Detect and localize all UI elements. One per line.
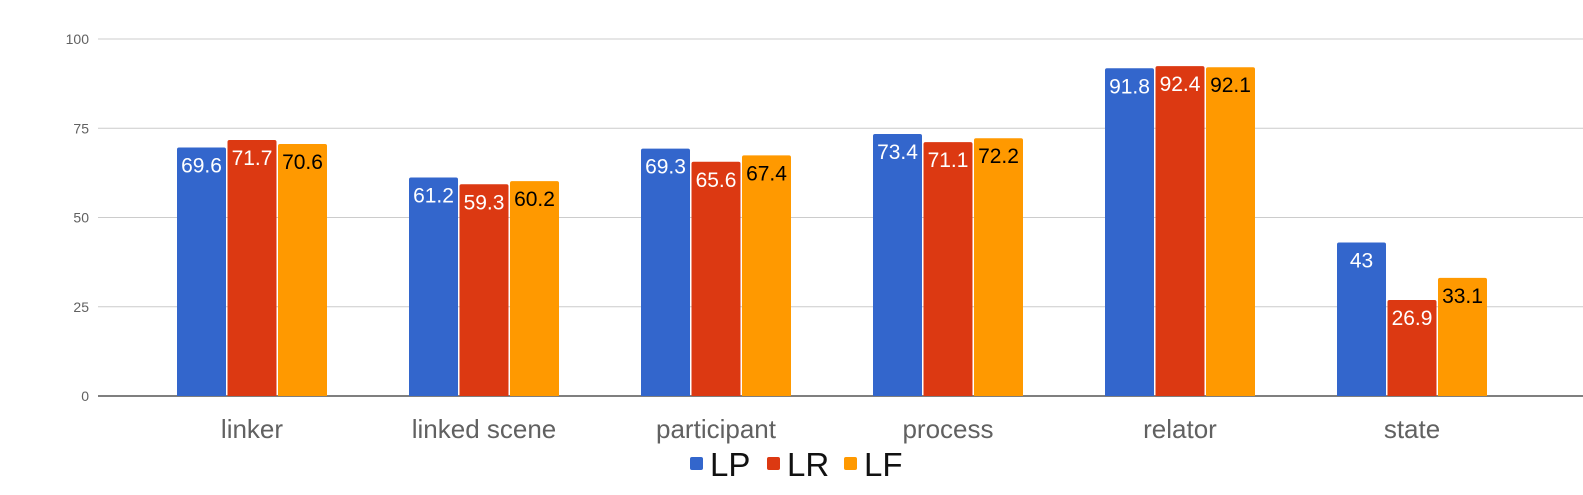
legend-swatch-lf	[844, 457, 857, 470]
data-label: 72.2	[978, 145, 1019, 168]
bar-lf-linked-scene	[510, 181, 559, 396]
bar-lf-state	[1438, 277, 1487, 396]
legend-label-lp: LP	[710, 446, 750, 483]
bar-lp-linker	[177, 147, 226, 396]
data-labels: 69.6 71.7 70.6 61.2 59.3 60.2 69.3 65.6 67.4 73.4…	[181, 73, 1483, 330]
bar-lf-participant	[742, 155, 791, 396]
legend-label-lr: LR	[787, 446, 829, 483]
data-label: 92.4	[1160, 73, 1201, 96]
data-label: 91.8	[1109, 75, 1150, 98]
x-category-label: relator	[1143, 414, 1217, 444]
y-axis-ticks: 0 25 50 75 100	[66, 31, 90, 404]
data-label: 60.2	[514, 188, 555, 211]
bar-lp-state	[1337, 242, 1386, 396]
y-tick-label: 25	[73, 299, 89, 315]
y-tick-label: 75	[73, 120, 89, 136]
data-label: 43	[1350, 249, 1373, 272]
x-axis-categories: linker linked scene participant process rela…	[221, 414, 1440, 444]
bar-lp-linked-scene	[409, 177, 458, 396]
y-tick-label: 0	[81, 388, 89, 404]
bar-lr-process	[923, 142, 973, 396]
legend: LP LR LF	[690, 446, 903, 483]
data-label: 69.6	[181, 155, 222, 178]
bar-lp-process	[873, 133, 922, 396]
data-label: 26.9	[1392, 307, 1433, 330]
data-label: 59.3	[464, 191, 505, 214]
bar-lf-relator	[1206, 67, 1255, 396]
x-category-label: participant	[656, 414, 777, 444]
x-category-label: linker	[221, 414, 283, 444]
bar-lp-relator	[1105, 68, 1154, 397]
data-label: 69.3	[645, 156, 686, 179]
y-tick-label: 100	[66, 31, 90, 47]
bar-lr-participant	[691, 161, 741, 396]
bar-lf-linker	[278, 143, 327, 396]
data-label: 71.1	[928, 149, 969, 172]
legend-label-lf: LF	[864, 446, 903, 483]
bars	[177, 66, 1487, 397]
data-label: 67.4	[746, 162, 787, 185]
data-label: 73.4	[877, 141, 918, 164]
data-label: 65.6	[696, 169, 737, 192]
x-category-label: linked scene	[412, 414, 557, 444]
bar-lf-process	[974, 138, 1023, 396]
bar-lr-relator	[1155, 66, 1205, 396]
bar-lr-state	[1387, 299, 1437, 396]
data-label: 71.7	[232, 147, 273, 170]
data-label: 33.1	[1442, 285, 1483, 308]
data-label: 92.1	[1210, 74, 1251, 97]
x-category-label: process	[902, 414, 993, 444]
legend-swatch-lr	[767, 457, 780, 470]
data-label: 61.2	[413, 185, 454, 208]
y-tick-label: 50	[73, 210, 89, 226]
bar-lr-linked-scene	[459, 184, 509, 396]
x-category-label: state	[1384, 414, 1440, 444]
bar-lp-participant	[641, 148, 690, 396]
legend-swatch-lp	[690, 457, 703, 470]
bar-lr-linker	[227, 140, 277, 396]
gridlines	[98, 38, 1583, 397]
data-label: 70.6	[282, 151, 323, 174]
